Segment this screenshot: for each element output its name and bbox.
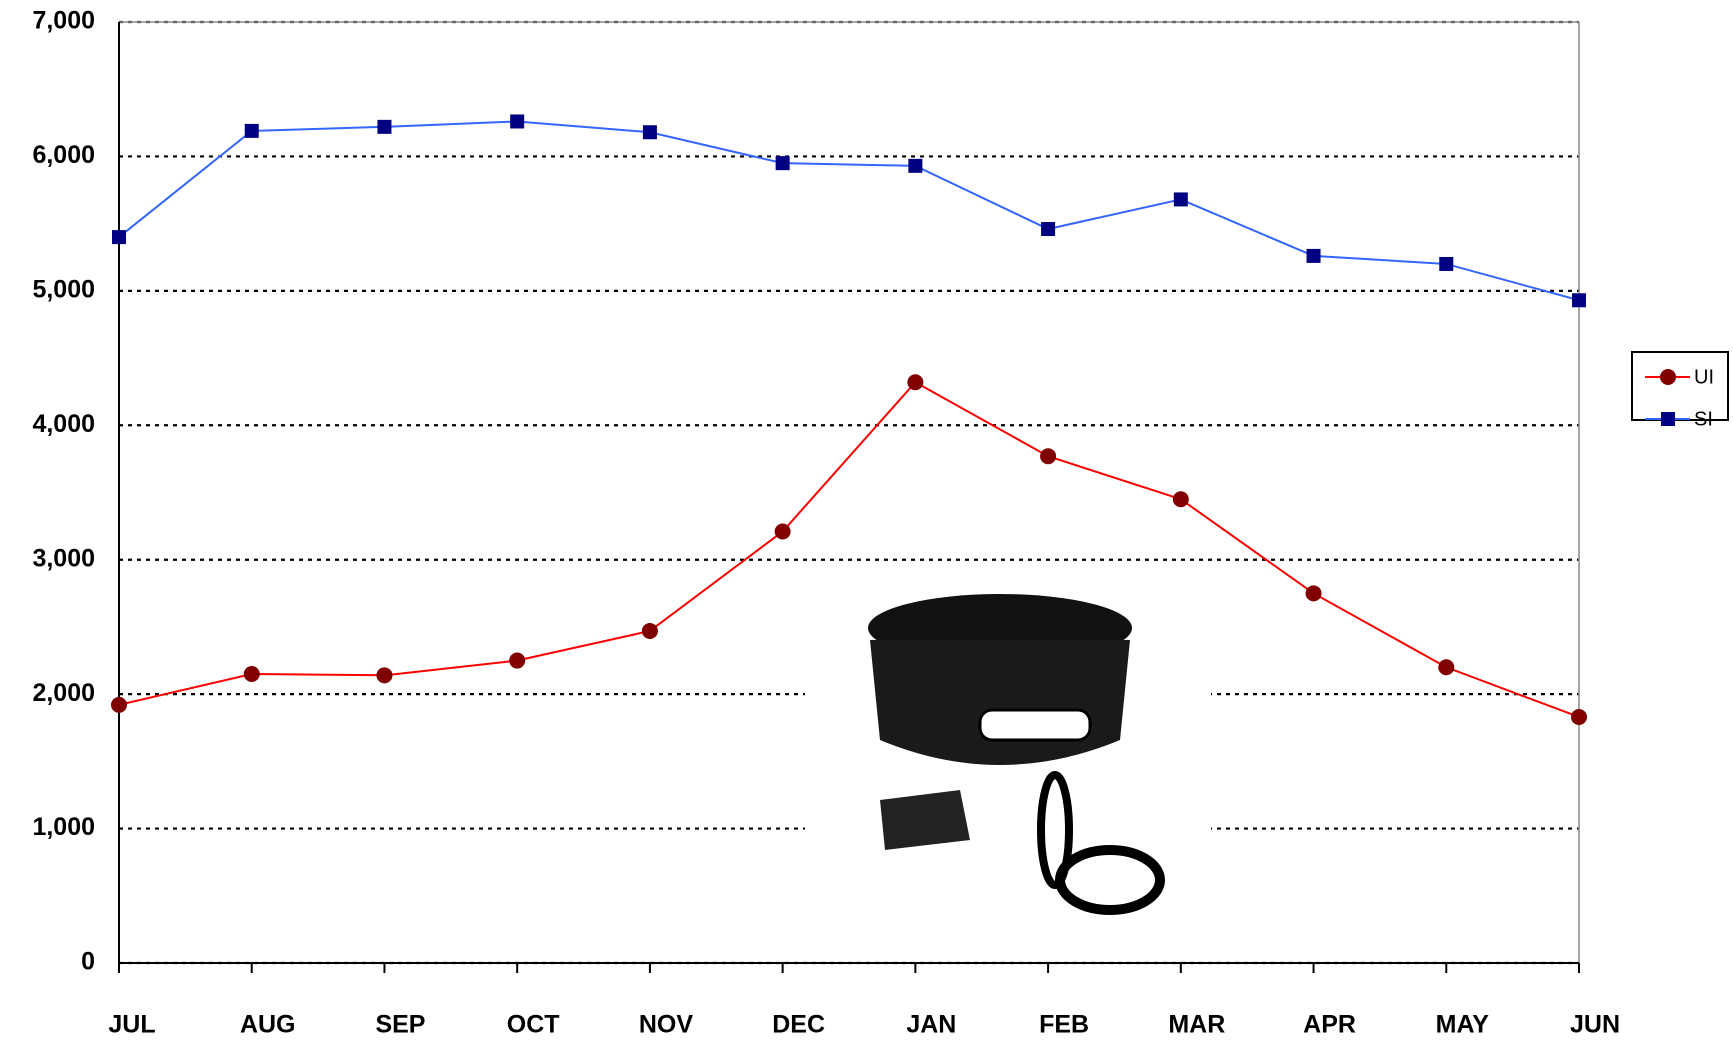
marker bbox=[1173, 491, 1189, 507]
legend-label: SI bbox=[1694, 408, 1713, 430]
marker bbox=[1439, 257, 1453, 271]
illustration bbox=[805, 586, 1211, 918]
x-tick-label: MAY bbox=[1436, 1011, 1490, 1039]
marker bbox=[377, 120, 391, 134]
marker bbox=[775, 523, 791, 539]
marker bbox=[1174, 192, 1188, 206]
x-tick-label: DEC bbox=[772, 1011, 825, 1039]
y-tick-label: 4,000 bbox=[32, 410, 95, 438]
x-tick-label: OCT bbox=[507, 1011, 560, 1039]
x-tick-label: AUG bbox=[240, 1011, 296, 1039]
marker bbox=[642, 623, 658, 639]
legend-label: UI bbox=[1694, 366, 1714, 388]
y-tick-label: 0 bbox=[81, 948, 95, 976]
marker bbox=[509, 653, 525, 669]
marker bbox=[908, 159, 922, 173]
x-tick-label: NOV bbox=[639, 1011, 694, 1039]
x-tick-label: FEB bbox=[1039, 1011, 1089, 1039]
marker bbox=[111, 697, 127, 713]
marker bbox=[1041, 222, 1055, 236]
marker bbox=[376, 667, 392, 683]
chart: 0 1,000 2,000 3,000 4,000 5,000 6,000 7,000 JUL A… bbox=[0, 0, 1733, 1042]
marker bbox=[1572, 293, 1586, 307]
marker bbox=[1660, 369, 1676, 385]
y-tick-label: 5,000 bbox=[32, 275, 95, 303]
marker bbox=[1040, 448, 1056, 464]
x-tick-label: SEP bbox=[375, 1011, 425, 1039]
marker bbox=[643, 125, 657, 139]
marker bbox=[244, 666, 260, 682]
y-tick-label: 6,000 bbox=[32, 141, 95, 169]
marker bbox=[1661, 412, 1675, 426]
marker bbox=[1438, 659, 1454, 675]
marker bbox=[510, 114, 524, 128]
y-tick-label: 1,000 bbox=[32, 813, 95, 841]
y-tick-label: 3,000 bbox=[32, 544, 95, 572]
y-tick-label: 2,000 bbox=[32, 679, 95, 707]
marker bbox=[1306, 585, 1322, 601]
x-tick-label: APR bbox=[1303, 1011, 1356, 1039]
legend: UI SI bbox=[1632, 352, 1728, 430]
marker bbox=[1307, 249, 1321, 263]
x-tick-label: JUN bbox=[1570, 1011, 1620, 1039]
x-tick-label: JUL bbox=[108, 1011, 155, 1039]
x-tick-label: JAN bbox=[906, 1011, 956, 1039]
marker bbox=[907, 374, 923, 390]
marker bbox=[245, 124, 259, 138]
marker bbox=[776, 156, 790, 170]
y-tick-label: 7,000 bbox=[32, 7, 95, 35]
marker bbox=[1571, 709, 1587, 725]
x-tick-label: MAR bbox=[1168, 1011, 1225, 1039]
marker bbox=[112, 230, 126, 244]
